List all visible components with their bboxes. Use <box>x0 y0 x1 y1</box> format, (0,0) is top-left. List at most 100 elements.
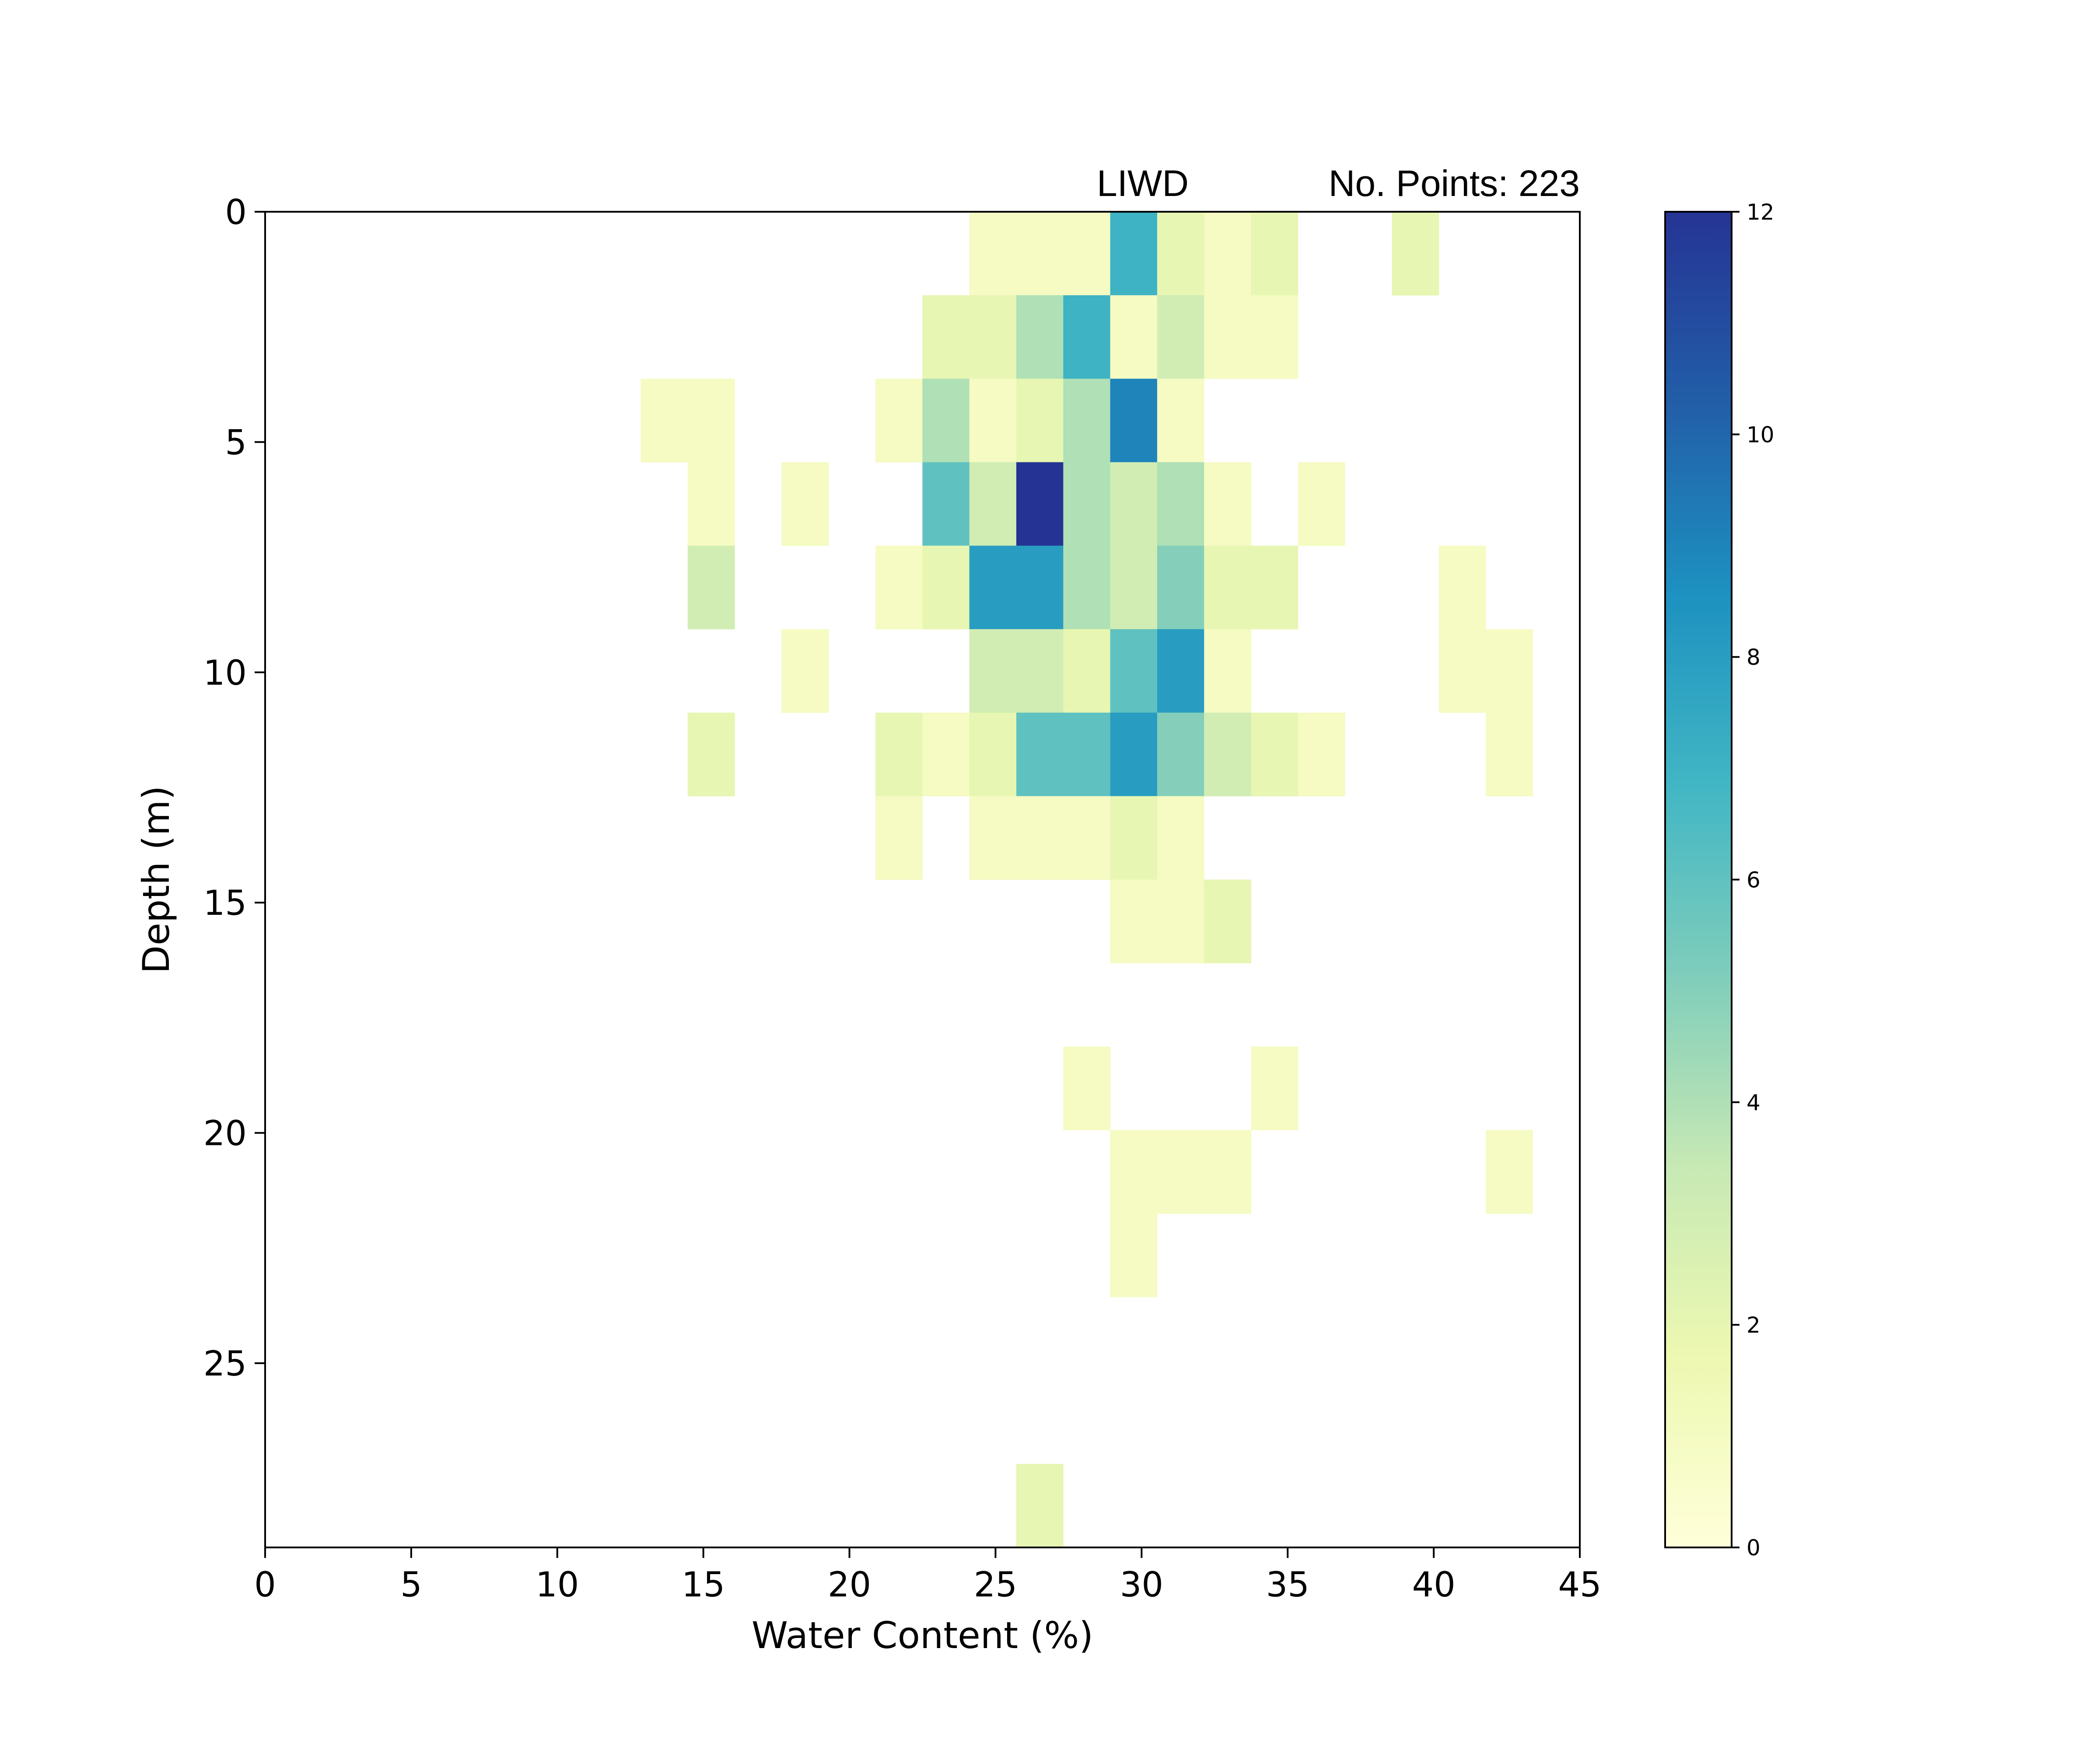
heatmap-cell <box>1063 378 1111 462</box>
heatmap-cell <box>1157 378 1204 462</box>
heatmap-cell <box>1110 879 1158 963</box>
heatmap-cell <box>1486 712 1533 797</box>
x-tick-label: 30 <box>1120 1565 1163 1605</box>
heatmap-cell <box>1438 546 1486 630</box>
heatmap-cell <box>969 378 1017 462</box>
heatmap-cell <box>1063 629 1111 713</box>
colorbar-tick-label: 6 <box>1746 868 1760 893</box>
x-tick-label: 15 <box>682 1565 725 1605</box>
heatmap-cell <box>1298 462 1345 546</box>
heatmap-cell <box>1016 712 1064 797</box>
colorbar-tick-label: 4 <box>1746 1090 1760 1115</box>
heatmap-cell <box>1110 796 1158 880</box>
colorbar-tick-label: 8 <box>1746 645 1760 670</box>
heatmap-cell <box>875 546 923 630</box>
heatmap-cell <box>1016 796 1064 880</box>
heatmap-cells <box>640 212 1580 1548</box>
heatmap-cell <box>1157 212 1204 296</box>
heatmap-cell <box>969 295 1017 379</box>
heatmap-cell <box>1486 629 1533 713</box>
y-tick-label: 20 <box>203 1114 247 1154</box>
heatmap-cell <box>1157 295 1204 379</box>
x-tick-label: 0 <box>254 1565 276 1605</box>
heatmap-cell <box>1251 1046 1298 1130</box>
heatmap-cell <box>875 796 923 880</box>
heatmap-cell <box>969 212 1017 296</box>
heatmap-cell <box>1063 796 1111 880</box>
heatmap-cell <box>1110 295 1158 379</box>
heatmap-cell <box>1204 1130 1252 1214</box>
heatmap-cell <box>687 378 735 462</box>
heatmap-cell <box>1016 629 1064 713</box>
heatmap-cell <box>1016 462 1064 546</box>
heatmap-cell <box>1204 546 1252 630</box>
x-tick-label: 10 <box>536 1565 579 1605</box>
heatmap-cell <box>969 629 1017 713</box>
plot-frame <box>264 211 1581 1548</box>
heatmap-cell <box>1204 212 1252 296</box>
heatmap-cell <box>1063 295 1111 379</box>
heatmap-cell <box>1204 629 1252 713</box>
x-tick-label: 40 <box>1412 1565 1455 1605</box>
heatmap-cell <box>640 378 688 462</box>
heatmap-cell <box>1063 462 1111 546</box>
points-count-label: No. Points: 223 <box>1329 163 1580 204</box>
heatmap-cell <box>1204 712 1252 797</box>
heatmap-cell <box>1298 712 1345 797</box>
y-axis-label: Depth (m) <box>135 786 178 974</box>
y-tick-label: 0 <box>225 193 247 232</box>
y-tick-label: 25 <box>203 1344 247 1384</box>
heatmap-cell <box>969 796 1017 880</box>
heatmap-cell <box>1157 629 1204 713</box>
colorbar-ticks: 0 2 4 6 8 10 12 <box>1732 200 1774 1561</box>
heatmap-cell <box>687 546 735 630</box>
heatmap-cell <box>1110 629 1158 713</box>
heatmap-cell <box>1204 295 1252 379</box>
heatmap-cell <box>1110 1213 1158 1298</box>
heatmap-cell <box>1016 295 1064 379</box>
heatmap-cell <box>1016 378 1064 462</box>
x-tick-label: 25 <box>974 1565 1017 1605</box>
heatmap-cell <box>1157 712 1204 797</box>
heatmap-cell <box>1063 212 1111 296</box>
x-tick-label: 20 <box>828 1565 871 1605</box>
colorbar-tick-label: 12 <box>1746 200 1774 225</box>
heatmap-cell <box>1204 879 1252 963</box>
x-tick-label: 45 <box>1558 1565 1601 1605</box>
y-tick-label: 10 <box>203 654 247 693</box>
x-tick-label: 5 <box>400 1565 422 1605</box>
colorbar-tick-label: 2 <box>1746 1312 1760 1338</box>
heatmap-cell <box>969 546 1017 630</box>
heatmap-cell <box>922 295 970 379</box>
heatmap-cell <box>969 462 1017 546</box>
heatmap-cell <box>1063 712 1111 797</box>
heatmap-cell <box>1110 546 1158 630</box>
x-axis-ticks: 0 5 10 15 20 25 30 35 40 45 <box>254 1547 1602 1605</box>
heatmap-cell <box>1204 462 1252 546</box>
heatmap-cell <box>1110 462 1158 546</box>
colorbar-tick-label: 10 <box>1746 422 1774 448</box>
heatmap-cell <box>1438 629 1486 713</box>
y-tick-label: 5 <box>225 423 247 462</box>
heatmap-cell <box>1110 712 1158 797</box>
x-tick-label: 35 <box>1266 1565 1309 1605</box>
colorbar-tick-label: 0 <box>1746 1535 1760 1561</box>
heatmap-cell <box>781 462 829 546</box>
heatmap-cell <box>1251 546 1298 630</box>
heatmap-cell <box>1157 879 1204 963</box>
heatmap-cell <box>922 712 970 797</box>
heatmap-cell <box>1251 712 1298 797</box>
heatmap-cell <box>1063 1046 1111 1130</box>
heatmap-cell <box>1016 1464 1064 1548</box>
y-tick-label: 15 <box>203 884 247 923</box>
colorbar <box>1664 211 1732 1548</box>
heatmap-cell <box>922 378 970 462</box>
chart-title: LIWD <box>1097 163 1189 204</box>
x-axis-label: Water Content (%) <box>752 1614 1093 1657</box>
heatmap-cell <box>1063 546 1111 630</box>
heatmap-cell <box>1251 212 1298 296</box>
heatmap-cell <box>1157 1130 1204 1214</box>
heatmap-cell <box>875 378 923 462</box>
y-axis-ticks: 0 5 10 15 20 25 <box>203 193 265 1384</box>
